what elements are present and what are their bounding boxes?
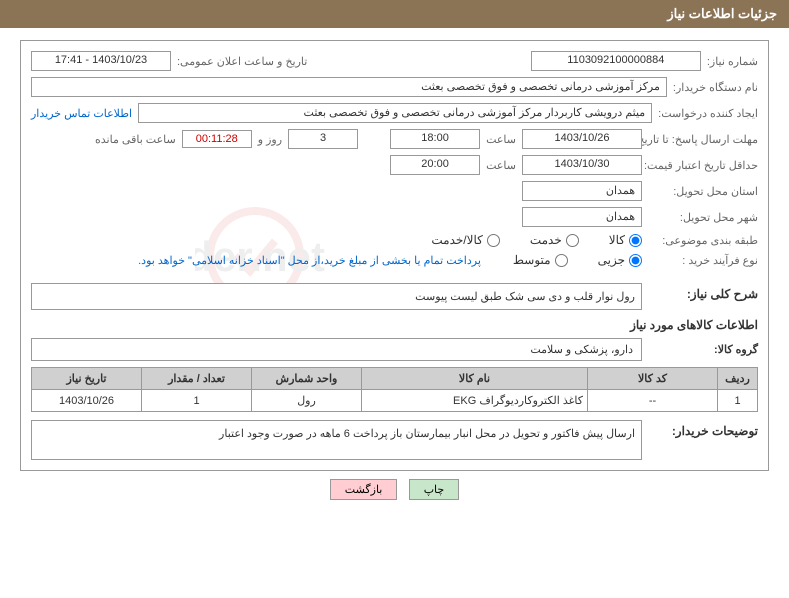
buyer-org-field: مرکز آموزشی درمانی تخصصی و فوق تخصصی بعث…: [31, 77, 667, 97]
price-validity-date-field: 1403/10/30: [522, 155, 642, 175]
row-reply-deadline: مهلت ارسال پاسخ: تا تاریخ: 1403/10/26 سا…: [31, 129, 758, 149]
row-purchase-type: نوع فرآیند خرید : جزیی متوسط پرداخت تمام…: [31, 253, 758, 267]
announce-date-field: 1403/10/23 - 17:41: [31, 51, 171, 71]
row-category: طبقه بندی موضوعی: کالا خدمت کالا/خدمت: [31, 233, 758, 247]
buyer-notes-field: ارسال پیش فاکتور و تحویل در محل انبار بی…: [31, 420, 642, 460]
radio-service[interactable]: خدمت: [530, 233, 579, 247]
row-requester: ایجاد کننده درخواست: میثم درویشی کاربردا…: [31, 103, 758, 123]
reply-deadline-label: مهلت ارسال پاسخ: تا تاریخ:: [648, 133, 758, 146]
radio-both-input[interactable]: [487, 234, 500, 247]
radio-goods[interactable]: کالا: [609, 233, 642, 247]
time-label-1: ساعت: [486, 133, 516, 146]
th-quantity: تعداد / مقدار: [142, 368, 252, 390]
print-button[interactable]: چاپ: [409, 479, 460, 500]
form-content: شماره نیاز: 1103092100000884 تاریخ و ساع…: [31, 51, 758, 460]
delivery-city-label: شهر محل تحویل:: [648, 211, 758, 224]
th-unit: واحد شمارش: [252, 368, 362, 390]
radio-service-input[interactable]: [566, 234, 579, 247]
delivery-province-field: همدان: [522, 181, 642, 201]
delivery-province-label: استان محل تحویل:: [648, 185, 758, 198]
radio-small[interactable]: جزیی: [598, 253, 642, 267]
goods-group-field: دارو، پزشکی و سلامت: [31, 338, 642, 361]
general-desc-field: رول نوار قلب و دی سی شک طبق لیست پیوست: [31, 283, 642, 310]
days-remaining-field: 3: [288, 129, 358, 149]
time-remaining-field: 00:11:28: [182, 130, 252, 148]
form-container: AriaTender.net شماره نیاز: 1103092100000…: [20, 40, 769, 471]
page-title: جزئیات اطلاعات نیاز: [667, 6, 777, 21]
th-row-num: ردیف: [718, 368, 758, 390]
row-delivery-province: استان محل تحویل: همدان: [31, 181, 758, 201]
purchase-type-label: نوع فرآیند خرید :: [648, 254, 758, 267]
time-suffix-label: ساعت باقی مانده: [95, 133, 176, 146]
page-header: جزئیات اطلاعات نیاز: [0, 0, 789, 28]
radio-goods-label: کالا: [609, 233, 625, 247]
th-item-code: کد کالا: [588, 368, 718, 390]
general-desc-label: شرح کلی نیاز:: [648, 287, 758, 301]
th-need-date: تاریخ نیاز: [32, 368, 142, 390]
td-unit: رول: [252, 390, 362, 412]
buyer-notes-label: توضیحات خریدار:: [648, 424, 758, 438]
delivery-city-field: همدان: [522, 207, 642, 227]
reply-deadline-date-field: 1403/10/26: [522, 129, 642, 149]
back-button[interactable]: بازگشت: [330, 479, 398, 500]
days-and-label: روز و: [258, 133, 282, 146]
time-label-2: ساعت: [486, 159, 516, 172]
table-row: 1 -- کاغذ الکتروکاردیوگراف EKG رول 1 140…: [32, 390, 758, 412]
purchase-note: پرداخت تمام یا بخشی از مبلغ خرید،از محل …: [138, 254, 481, 267]
radio-medium[interactable]: متوسط: [513, 253, 568, 267]
th-item-name: نام کالا: [362, 368, 588, 390]
category-label: طبقه بندی موضوعی:: [648, 234, 758, 247]
items-table: ردیف کد کالا نام کالا واحد شمارش تعداد /…: [31, 367, 758, 412]
td-item-name: کاغذ الکتروکاردیوگراف EKG: [362, 390, 588, 412]
purchase-radio-group: جزیی متوسط: [513, 253, 642, 267]
goods-group-label: گروه کالا:: [648, 343, 758, 356]
row-general-desc: شرح کلی نیاز: رول نوار قلب و دی سی شک طب…: [31, 283, 758, 310]
reply-deadline-time-field: 18:00: [390, 129, 480, 149]
td-quantity: 1: [142, 390, 252, 412]
requester-label: ایجاد کننده درخواست:: [658, 107, 758, 120]
row-buyer-org: نام دستگاه خریدار: مرکز آموزشی درمانی تخ…: [31, 77, 758, 97]
buyer-org-label: نام دستگاه خریدار:: [673, 81, 758, 94]
row-price-validity: حداقل تاریخ اعتبار قیمت: تا تاریخ: 1403/…: [31, 155, 758, 175]
table-header-row: ردیف کد کالا نام کالا واحد شمارش تعداد /…: [32, 368, 758, 390]
row-delivery-city: شهر محل تحویل: همدان: [31, 207, 758, 227]
category-radio-group: کالا خدمت کالا/خدمت: [431, 233, 642, 247]
radio-medium-input[interactable]: [555, 254, 568, 267]
td-item-code: --: [588, 390, 718, 412]
radio-goods-input[interactable]: [629, 234, 642, 247]
radio-both-label: کالا/خدمت: [431, 233, 482, 247]
button-row: چاپ بازگشت: [0, 479, 789, 500]
price-validity-label: حداقل تاریخ اعتبار قیمت: تا تاریخ:: [648, 159, 758, 172]
radio-service-label: خدمت: [530, 233, 562, 247]
need-number-field: 1103092100000884: [531, 51, 701, 71]
requester-field: میثم درویشی کاربردار مرکز آموزشی درمانی …: [138, 103, 652, 123]
price-validity-time-field: 20:00: [390, 155, 480, 175]
contact-link[interactable]: اطلاعات تماس خریدار: [31, 107, 132, 120]
row-goods-group: گروه کالا: دارو، پزشکی و سلامت: [31, 338, 758, 361]
announce-date-label: تاریخ و ساعت اعلان عمومی:: [177, 55, 307, 68]
need-number-label: شماره نیاز:: [707, 55, 758, 68]
radio-both[interactable]: کالا/خدمت: [431, 233, 499, 247]
goods-section-title: اطلاعات کالاهای مورد نیاز: [31, 318, 758, 332]
radio-medium-label: متوسط: [513, 253, 551, 267]
radio-small-input[interactable]: [629, 254, 642, 267]
radio-small-label: جزیی: [598, 253, 625, 267]
row-buyer-notes: توضیحات خریدار: ارسال پیش فاکتور و تحویل…: [31, 420, 758, 460]
td-row-num: 1: [718, 390, 758, 412]
td-need-date: 1403/10/26: [32, 390, 142, 412]
row-need-number: شماره نیاز: 1103092100000884 تاریخ و ساع…: [31, 51, 758, 71]
